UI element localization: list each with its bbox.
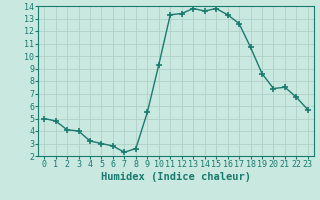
X-axis label: Humidex (Indice chaleur): Humidex (Indice chaleur) [101,172,251,182]
